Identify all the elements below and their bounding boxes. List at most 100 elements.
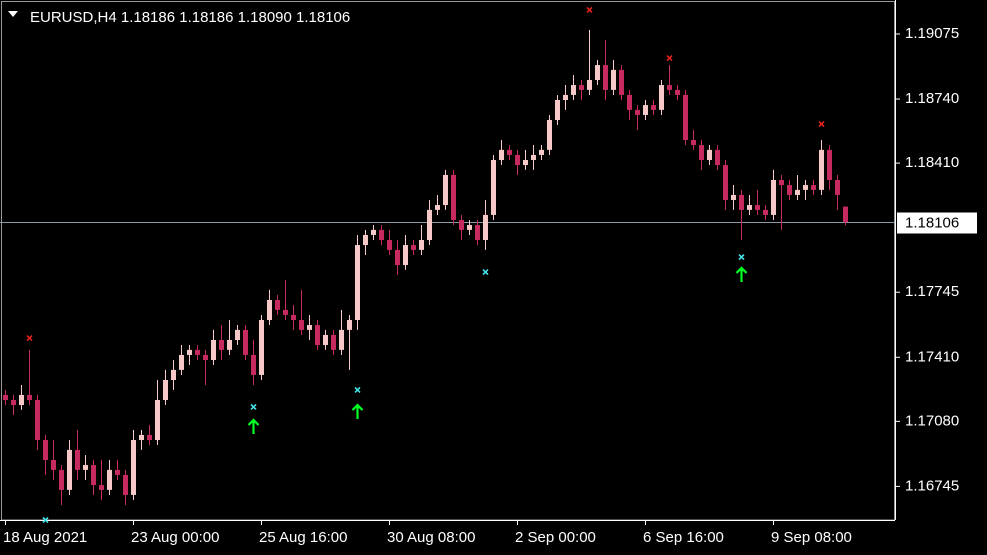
candle-body bbox=[379, 229, 384, 240]
candle-body bbox=[771, 180, 776, 215]
signal-cross bbox=[26, 334, 33, 342]
x-tick-label: 30 Aug 08:00 bbox=[387, 529, 475, 546]
candle-body bbox=[139, 434, 144, 440]
candle-body bbox=[115, 469, 120, 475]
candle-body bbox=[835, 180, 840, 195]
candle-body bbox=[179, 354, 184, 370]
candle-body bbox=[539, 149, 544, 155]
candle-body bbox=[27, 394, 32, 400]
candle-body bbox=[419, 240, 424, 250]
y-tick-label: 1.19075 bbox=[905, 25, 959, 42]
candle-body bbox=[627, 94, 632, 110]
candle-body bbox=[723, 165, 728, 200]
candle-body bbox=[803, 185, 808, 190]
candle-body bbox=[715, 149, 720, 166]
candle-body bbox=[595, 65, 600, 80]
candle-body bbox=[347, 320, 352, 330]
candle-body bbox=[699, 145, 704, 160]
candle-body bbox=[99, 485, 104, 490]
candle-body bbox=[451, 174, 456, 220]
y-tick-label: 1.17410 bbox=[905, 348, 959, 365]
candle-body bbox=[787, 185, 792, 195]
candle-body bbox=[107, 469, 112, 490]
candle-body bbox=[123, 474, 128, 495]
candle-body bbox=[571, 85, 576, 95]
candle-body bbox=[371, 229, 376, 235]
candle-body bbox=[227, 340, 232, 350]
candle-body bbox=[43, 440, 48, 460]
y-tick-label: 1.16745 bbox=[905, 477, 959, 494]
candle-body bbox=[411, 245, 416, 250]
candle-body bbox=[491, 160, 496, 215]
y-tick-label: 1.18740 bbox=[905, 90, 959, 107]
y-tick-label: 1.17745 bbox=[905, 283, 959, 300]
candle-body bbox=[51, 460, 56, 470]
candle-body bbox=[403, 245, 408, 266]
candle-body bbox=[619, 69, 624, 95]
candle-body bbox=[819, 149, 824, 190]
x-tick-label: 18 Aug 2021 bbox=[3, 529, 87, 546]
candle-body bbox=[763, 209, 768, 215]
candle-body bbox=[59, 469, 64, 490]
signal-cross bbox=[42, 516, 49, 524]
candle-body bbox=[91, 465, 96, 486]
buy-arrow bbox=[735, 266, 748, 282]
chart-title: EURUSD,H4 1.18186 1.18186 1.18090 1.1810… bbox=[30, 9, 350, 26]
signal-cross bbox=[818, 121, 825, 128]
candle-body bbox=[219, 340, 224, 350]
x-tick-label: 25 Aug 16:00 bbox=[259, 529, 347, 546]
candle-body bbox=[75, 449, 80, 470]
candle-body bbox=[155, 400, 160, 440]
candle-body bbox=[251, 354, 256, 375]
candle-body bbox=[203, 354, 208, 360]
candle-body bbox=[611, 69, 616, 90]
candle-body bbox=[827, 149, 832, 180]
candle-body bbox=[843, 206, 848, 223]
current-price-label: 1.18106 bbox=[905, 214, 959, 231]
candle-body bbox=[291, 314, 296, 320]
candle-body bbox=[243, 329, 248, 355]
candle-body bbox=[19, 394, 24, 406]
candle-body bbox=[323, 334, 328, 346]
candle-body bbox=[651, 105, 656, 110]
candle-body bbox=[731, 194, 736, 200]
candle-body bbox=[83, 465, 88, 470]
y-tick-label: 1.17080 bbox=[905, 412, 959, 429]
candle-body bbox=[259, 320, 264, 375]
candle-body bbox=[387, 240, 392, 250]
candle-body bbox=[355, 245, 360, 320]
candle-body bbox=[635, 109, 640, 115]
candle-body bbox=[267, 300, 272, 320]
candle-body bbox=[187, 349, 192, 355]
signal-cross bbox=[250, 403, 257, 411]
candle-body bbox=[499, 149, 504, 160]
candle-body bbox=[675, 89, 680, 95]
signal-cross bbox=[586, 6, 593, 13]
candle-body bbox=[427, 209, 432, 240]
candle-body bbox=[523, 160, 528, 166]
candle-body bbox=[483, 214, 488, 240]
candle-body bbox=[11, 400, 16, 406]
candle-body bbox=[779, 180, 784, 186]
candle-body bbox=[667, 85, 672, 90]
candle-body bbox=[299, 320, 304, 330]
candle-body bbox=[211, 340, 216, 360]
candle-body bbox=[531, 154, 536, 160]
candle-body bbox=[307, 325, 312, 330]
candle-body bbox=[507, 149, 512, 155]
candle-body bbox=[171, 369, 176, 380]
candle-body bbox=[35, 400, 40, 440]
candle-body bbox=[579, 85, 584, 90]
collapse-triangle[interactable] bbox=[8, 11, 18, 17]
candle-body bbox=[131, 440, 136, 495]
candle-body bbox=[459, 220, 464, 230]
candle-body bbox=[643, 105, 648, 115]
candle-body bbox=[739, 194, 744, 210]
x-tick-label: 6 Sep 16:00 bbox=[643, 529, 724, 546]
candle-body bbox=[467, 225, 472, 230]
candle-body bbox=[475, 225, 480, 240]
candle-body bbox=[659, 85, 664, 110]
signal-cross bbox=[666, 54, 673, 62]
